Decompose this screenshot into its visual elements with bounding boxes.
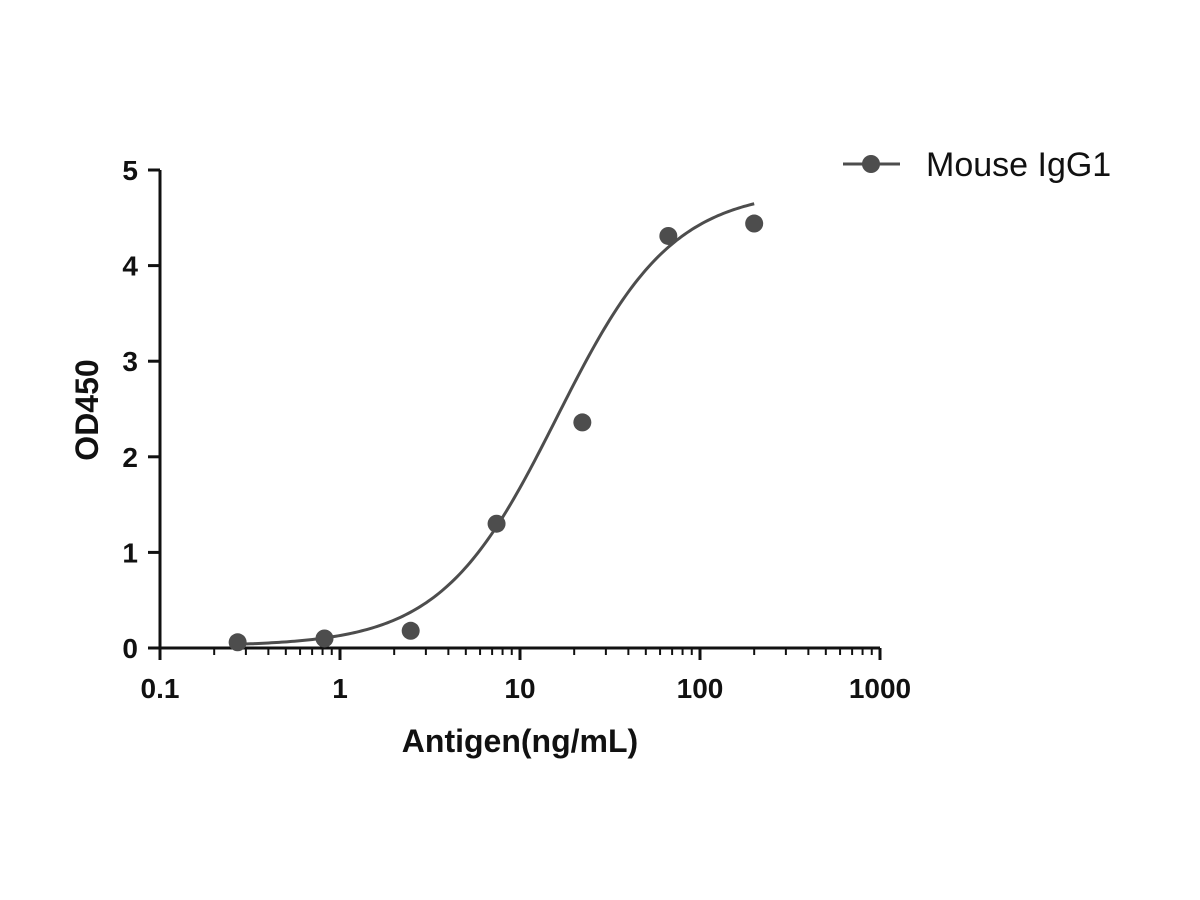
y-axis-title: OD450 [69, 359, 105, 460]
data-point [401, 621, 420, 640]
y-tick-label: 2 [122, 442, 138, 473]
fit-curve [237, 202, 755, 646]
x-tick-label: 100 [677, 673, 724, 704]
data-point [487, 514, 506, 533]
data-point [659, 226, 678, 245]
legend-label: Mouse IgG1 [926, 146, 1111, 184]
x-tick-label: 10 [504, 673, 535, 704]
y-axis-ticks: 0 1 2 3 4 5 [122, 155, 160, 664]
y-tick-label: 5 [122, 155, 138, 186]
data-point [745, 214, 764, 233]
x-tick-label: 0.1 [141, 673, 180, 704]
x-axis-title: Antigen(ng/mL) [402, 723, 638, 759]
x-axis-ticks: 0.1 1 10 100 1000 [141, 648, 911, 704]
x-tick-label: 1 [332, 673, 348, 704]
legend-marker [862, 155, 880, 173]
data-point [315, 629, 334, 648]
data-point [228, 633, 247, 652]
legend: Mouse IgG1 [843, 146, 1111, 184]
y-tick-label: 0 [122, 633, 138, 664]
y-tick-label: 4 [122, 251, 138, 282]
x-tick-label: 1000 [849, 673, 911, 704]
y-tick-label: 1 [122, 537, 138, 568]
axes [158, 170, 880, 650]
data-points [228, 214, 764, 652]
y-tick-label: 3 [122, 346, 138, 377]
data-point [573, 413, 592, 432]
